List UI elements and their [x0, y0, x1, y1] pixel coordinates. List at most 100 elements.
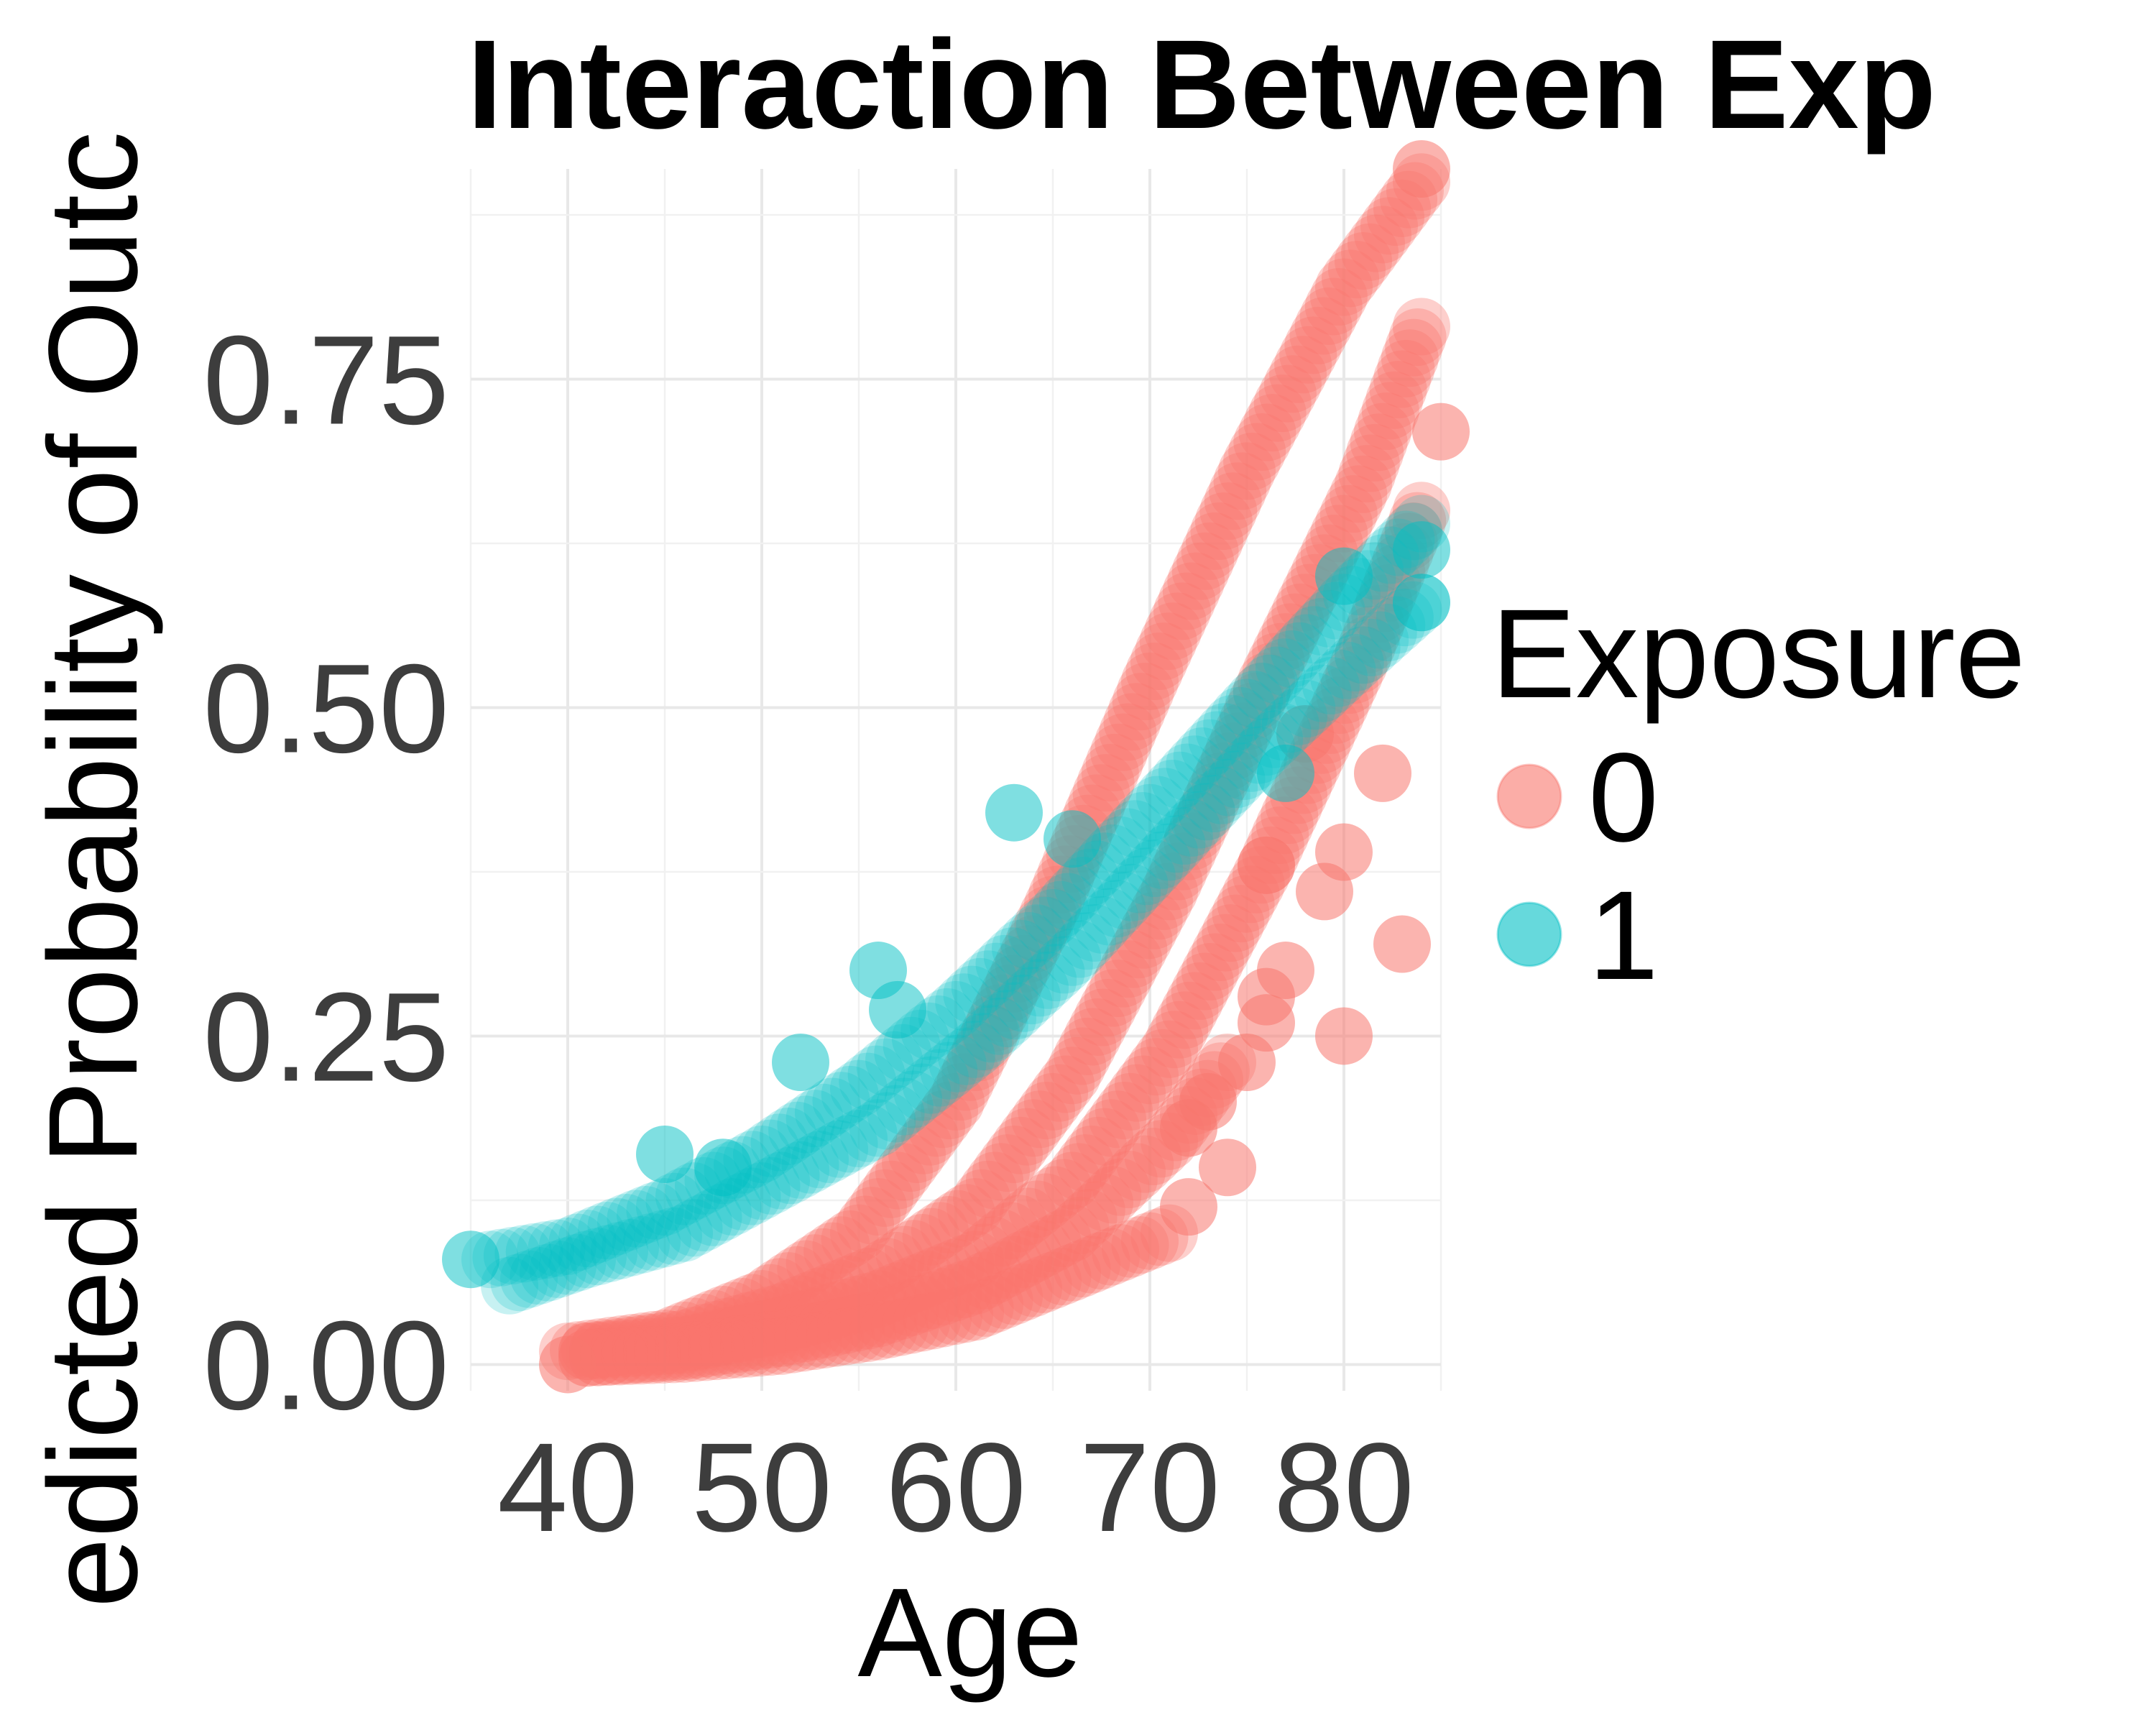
data-point — [655, 1309, 713, 1367]
data-point — [925, 1287, 982, 1346]
data-point — [1304, 277, 1363, 336]
data-point — [1204, 472, 1262, 530]
data-point — [975, 1241, 1033, 1299]
data-point — [1038, 873, 1097, 931]
data-point — [1179, 1072, 1237, 1131]
data-point — [1024, 1072, 1082, 1131]
data-point — [903, 1271, 961, 1330]
data-point — [591, 1327, 648, 1385]
data-point — [704, 1282, 762, 1340]
data-point — [875, 1077, 934, 1136]
data-point — [1270, 687, 1327, 745]
data-point — [1108, 1064, 1166, 1122]
data-point — [688, 1300, 745, 1358]
data-point — [1066, 904, 1124, 962]
data-point — [1033, 855, 1091, 914]
data-point — [801, 1263, 859, 1321]
data-point — [1053, 1240, 1111, 1297]
data-point — [1088, 880, 1146, 938]
data-point — [1286, 672, 1344, 730]
data-point — [645, 1310, 702, 1368]
data-point — [867, 1231, 925, 1289]
data-point — [699, 1307, 756, 1365]
data-point — [684, 1188, 742, 1246]
data-point — [1005, 1259, 1062, 1317]
data-point — [1354, 206, 1411, 264]
data-point — [1248, 646, 1306, 704]
data-point — [871, 1282, 929, 1340]
data-point — [1051, 920, 1109, 978]
data-point — [1381, 329, 1439, 387]
data-point — [1145, 852, 1203, 911]
data-point — [875, 1143, 933, 1201]
data-point — [1369, 361, 1427, 419]
data-point — [1105, 930, 1163, 988]
y-axis-title: edicted Probability of Outc — [23, 132, 164, 1608]
data-point — [774, 1290, 831, 1348]
data-point — [1270, 622, 1328, 680]
data-point — [869, 1262, 926, 1320]
data-point — [966, 1275, 1023, 1333]
data-point — [1338, 615, 1396, 673]
data-point — [1197, 914, 1255, 972]
data-point — [688, 1322, 745, 1381]
data-point — [1089, 1090, 1146, 1149]
data-point — [1346, 423, 1404, 482]
data-point — [1018, 1082, 1075, 1140]
data-point — [893, 1213, 952, 1271]
data-point — [1388, 308, 1447, 366]
data-point — [634, 1312, 691, 1370]
data-point — [1164, 812, 1222, 870]
data-point — [1121, 1212, 1179, 1270]
data-point — [908, 1099, 965, 1157]
data-point — [1019, 951, 1077, 1009]
data-point — [856, 1038, 914, 1096]
data-point — [1033, 1209, 1092, 1267]
data-point — [1209, 462, 1267, 520]
data-point — [1243, 394, 1302, 452]
data-point — [558, 1209, 616, 1267]
data-point — [1158, 743, 1216, 801]
data-point — [623, 1213, 681, 1271]
data-point — [1354, 744, 1411, 802]
data-point — [936, 1234, 995, 1292]
data-point — [914, 1289, 972, 1348]
data-point — [1285, 606, 1343, 664]
data-point — [1011, 1090, 1069, 1149]
data-point — [1296, 862, 1353, 921]
data-point — [1233, 662, 1291, 720]
data-point — [1077, 754, 1135, 812]
data-point — [796, 1310, 853, 1368]
data-point — [1361, 382, 1419, 440]
data-point — [1412, 402, 1470, 461]
data-point — [817, 1279, 875, 1337]
data-point — [1063, 1125, 1120, 1183]
data-point — [985, 783, 1043, 842]
data-point — [1024, 888, 1082, 947]
data-point — [951, 1024, 1009, 1082]
data-point — [1014, 896, 1072, 954]
data-point — [1125, 642, 1184, 700]
data-point — [720, 1320, 778, 1378]
data-point — [1121, 1046, 1179, 1105]
data-point — [811, 1120, 868, 1178]
data-point — [946, 1283, 1004, 1341]
data-point — [1115, 911, 1173, 969]
data-point — [1315, 547, 1373, 605]
data-point — [602, 1326, 659, 1384]
data-point — [995, 1230, 1053, 1289]
data-point — [806, 1282, 864, 1340]
data-point — [1269, 345, 1327, 403]
data-point — [1063, 1236, 1120, 1294]
data-point — [528, 1219, 586, 1277]
data-point — [1202, 904, 1260, 962]
data-point — [510, 1247, 568, 1305]
data-point — [1393, 574, 1450, 632]
data-point — [1228, 672, 1286, 730]
data-point — [612, 1215, 670, 1274]
data-point — [539, 1217, 596, 1275]
data-point — [1044, 810, 1101, 868]
data-point — [911, 1049, 969, 1107]
data-point — [677, 1323, 734, 1381]
data-point — [677, 1311, 734, 1369]
